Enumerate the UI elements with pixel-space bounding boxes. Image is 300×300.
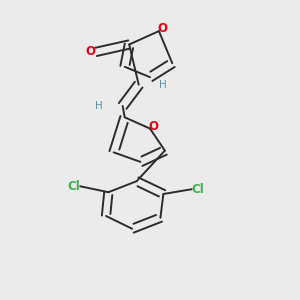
Text: Cl: Cl: [67, 180, 80, 193]
Text: H: H: [160, 80, 167, 90]
Text: Cl: Cl: [192, 183, 205, 196]
Text: O: O: [148, 120, 159, 133]
Text: O: O: [157, 22, 167, 34]
Text: O: O: [85, 45, 96, 58]
Text: H: H: [95, 101, 103, 111]
